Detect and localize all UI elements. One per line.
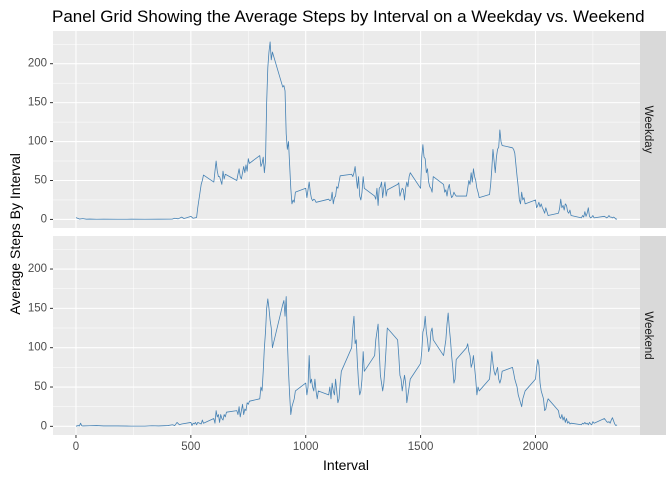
series-line-weekday (75, 41, 618, 220)
x-tick-label: 500 (181, 441, 200, 453)
y-tick-label: 150 (28, 302, 47, 314)
y-axis-title: Average Steps By Interval (7, 153, 23, 315)
y-tick-label: 0 (41, 213, 47, 225)
y-axis-ticks-weekend: 0 50 100 150 200 (28, 263, 53, 432)
series-line-weekend (75, 296, 618, 427)
y-tick-label: 200 (28, 58, 47, 70)
gridlines-weekday (53, 31, 640, 228)
panel-background-weekday (53, 31, 640, 228)
x-tick-label: 1500 (408, 441, 434, 453)
strip-weekend (640, 236, 666, 435)
y-tick-label: 200 (28, 263, 47, 275)
x-tick-label: 1000 (293, 441, 319, 453)
strip-weekday (640, 31, 666, 228)
x-tick-label: 2000 (523, 441, 549, 453)
x-axis-title: Interval (323, 457, 369, 473)
y-tick-label: 150 (28, 97, 47, 109)
chart-title: Panel Grid Showing the Average Steps by … (52, 7, 645, 26)
strip-label-weekend: Weekend (642, 311, 654, 359)
y-tick-label: 100 (28, 136, 47, 148)
y-axis-ticks-weekday: 0 50 100 150 200 (28, 58, 53, 225)
x-tick-label: 0 (73, 441, 79, 453)
y-tick-label: 50 (34, 175, 47, 187)
y-tick-label: 0 (41, 420, 47, 432)
panel-weekend: Weekend 0 50 100 150 200 (28, 236, 666, 435)
x-axis-ticks: 0 500 1000 1500 2000 (73, 435, 548, 453)
panel-background-weekend (53, 236, 640, 435)
y-tick-label: 50 (34, 381, 47, 393)
y-tick-label: 100 (28, 342, 47, 354)
gridlines-weekend (53, 236, 640, 435)
strip-label-weekday: Weekday (642, 106, 654, 154)
panel-weekday: Weekday 0 50 100 150 200 (28, 31, 666, 228)
